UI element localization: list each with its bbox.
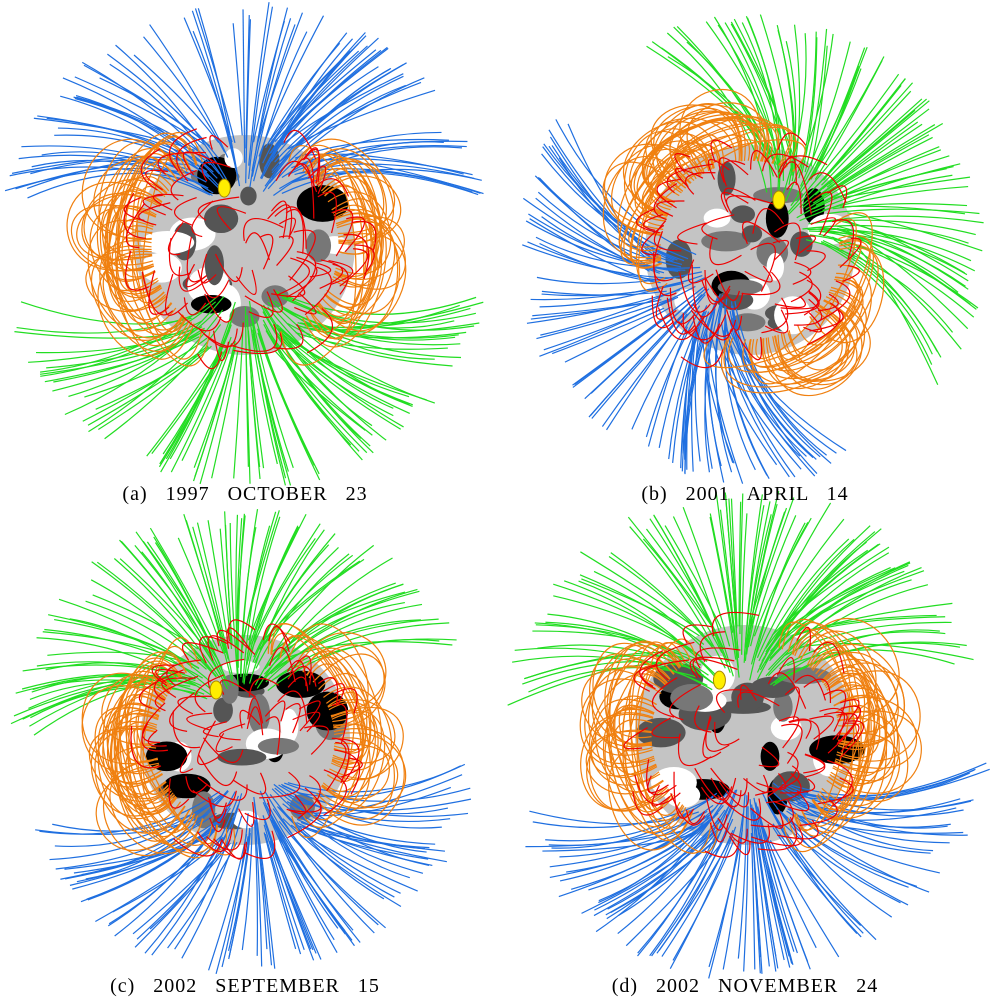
open-field-line xyxy=(580,552,702,634)
magnetogram-patch xyxy=(742,225,762,242)
open-field-line xyxy=(821,91,910,185)
magnetogram-patch xyxy=(229,306,259,327)
figure: (a) 1997 OCTOBER 23 (b) 2001 APRIL 14 (c… xyxy=(0,0,993,999)
magnetogram-patch xyxy=(240,187,256,206)
panel-rendering xyxy=(5,2,483,485)
panel-caption: (d) 2002 NOVEMBER 24 xyxy=(612,975,879,997)
open-field-line xyxy=(662,830,733,956)
page: (a) 1997 OCTOBER 23 (b) 2001 APRIL 14 (c… xyxy=(0,0,993,999)
magnetogram-patch xyxy=(790,231,813,256)
panel-caption: (a) 1997 OCTOBER 23 xyxy=(122,483,367,505)
flare-region xyxy=(218,179,230,197)
magnetogram-patch xyxy=(718,279,763,295)
magnetogram-patch xyxy=(718,162,736,196)
magnetogram-patch xyxy=(665,783,700,808)
magnetogram-patch xyxy=(704,209,731,228)
magnetogram-patch xyxy=(306,229,331,262)
magnetogram-patch xyxy=(731,205,755,223)
open-field-line xyxy=(195,8,234,142)
open-field-line xyxy=(133,844,228,934)
open-field-line xyxy=(84,338,207,397)
flare-region xyxy=(713,671,725,689)
open-field-line xyxy=(233,23,242,135)
magnetogram-patch xyxy=(221,675,239,704)
panel-rendering xyxy=(522,15,983,484)
open-field-line xyxy=(833,204,967,209)
flare-region xyxy=(773,191,785,209)
open-field-line xyxy=(74,835,211,873)
open-field-line xyxy=(182,343,232,460)
panel-rendering xyxy=(508,491,990,978)
panel-caption: (c) 2002 SEPTEMBER 15 xyxy=(110,975,380,997)
magnetogram-patch xyxy=(670,684,713,711)
flare-region xyxy=(210,681,222,699)
panel-rendering xyxy=(11,509,471,974)
open-field-line xyxy=(800,99,922,207)
panel-caption: (b) 2001 APRIL 14 xyxy=(641,483,848,505)
